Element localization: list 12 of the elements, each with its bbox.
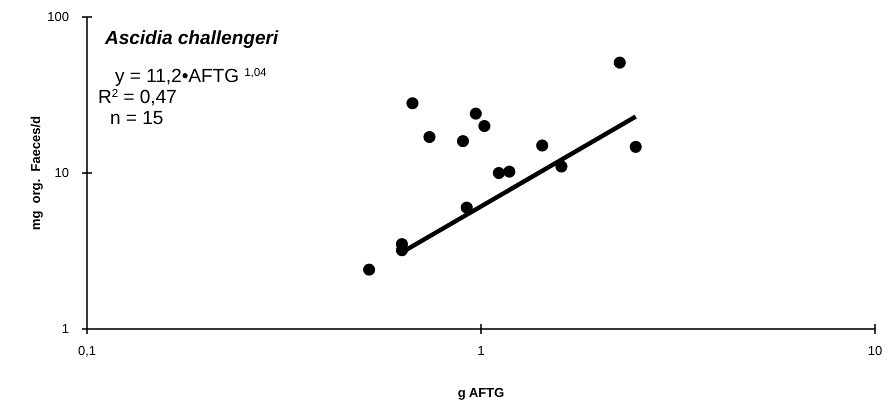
- annotation: n = 15: [110, 108, 164, 129]
- x-tick-label: 0,1: [78, 343, 96, 358]
- y-tick-label: 1: [62, 321, 69, 336]
- x-tick-label: 10: [868, 343, 882, 358]
- y-tick-label: 10: [54, 165, 69, 180]
- annotation: y = 11,2•AFTG $^{1,04}$: [115, 66, 266, 87]
- x-axis-title: g AFTG: [458, 385, 504, 400]
- y-axis-title: mg org. Faeces/d: [28, 116, 43, 230]
- annotation: R$^{2}$ = 0,47: [98, 87, 177, 108]
- y-tick-label: 100: [47, 9, 69, 24]
- text: Ascidia challengeri: [104, 28, 279, 49]
- x-tick-label: 1: [477, 343, 485, 358]
